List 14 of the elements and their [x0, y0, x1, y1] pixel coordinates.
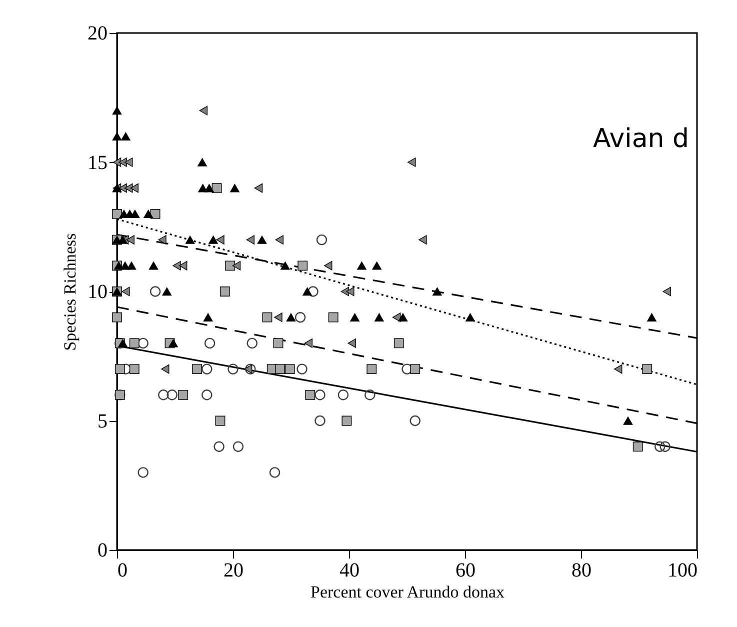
- x-tick-label: 20: [224, 560, 244, 582]
- x-tick-label: 80: [572, 560, 592, 582]
- y-tick-label: 15: [88, 152, 108, 174]
- x-tick-label: 0: [118, 560, 128, 582]
- x-tick-label: 60: [456, 560, 476, 582]
- y-tick-label: 5: [98, 410, 108, 432]
- y-tick-label: 0: [98, 540, 108, 562]
- x-axis-title: Percent cover Arundo donax: [310, 582, 506, 602]
- annotation: Avian d: [593, 124, 690, 154]
- y-tick-label: 20: [88, 22, 108, 44]
- y-tick-label: 10: [88, 281, 108, 303]
- x-tick-label: 40: [340, 560, 360, 582]
- x-tick-label: 100: [668, 560, 698, 582]
- y-axis-title: Species Richness: [60, 233, 80, 351]
